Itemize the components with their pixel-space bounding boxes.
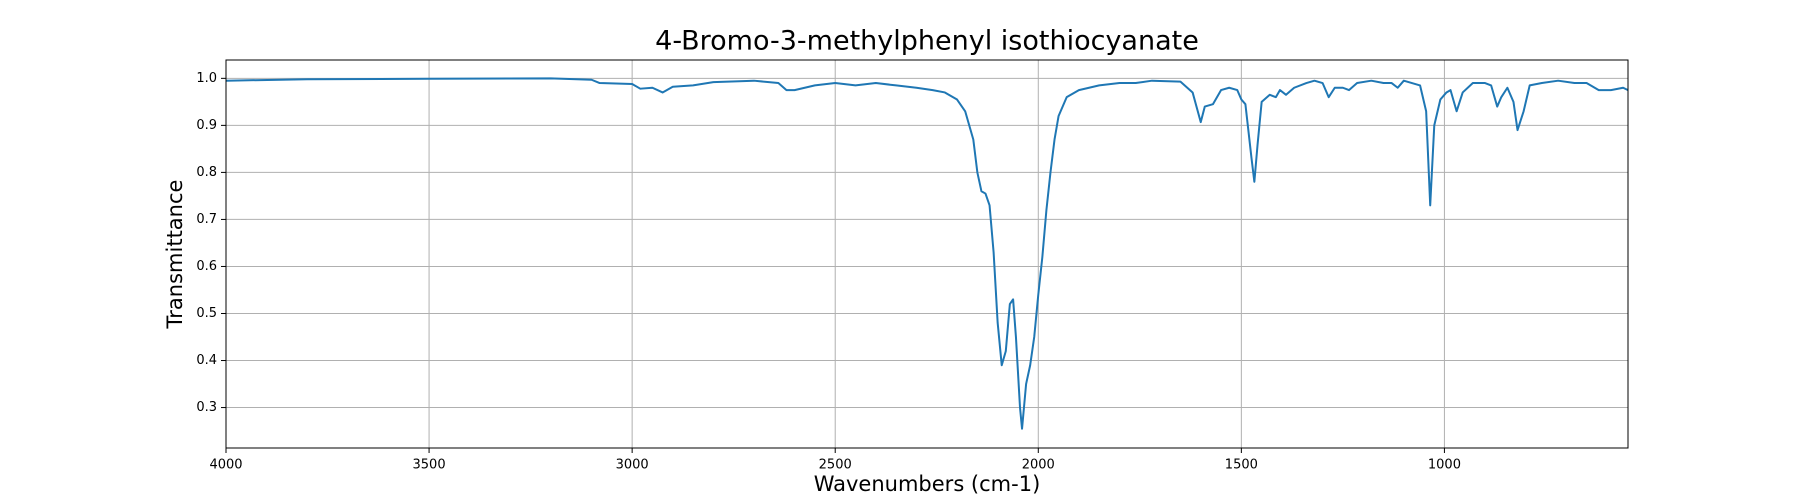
y-tick-label: 0.9	[196, 118, 217, 133]
x-tick-label: 4000	[209, 458, 242, 473]
y-tick-label: 0.8	[196, 165, 217, 180]
x-tick-label: 1000	[1428, 458, 1461, 473]
y-tick-label: 0.3	[196, 400, 217, 415]
x-tick-label: 2000	[1022, 458, 1055, 473]
y-tick-label: 0.6	[196, 259, 217, 274]
y-tick-label: 0.7	[196, 212, 217, 227]
y-tick-label: 0.4	[196, 353, 217, 368]
spectrum-line	[225, 77, 1629, 430]
chart-title: 4-Bromo-3-methylphenyl isothiocyanate	[655, 26, 1199, 57]
plot-frame	[225, 59, 1629, 449]
y-tick-label: 0.5	[196, 306, 217, 321]
x-tick-label: 2500	[819, 458, 852, 473]
y-axis-label: Transmittance	[163, 180, 187, 330]
x-axis-label: Wavenumbers (cm-1)	[814, 472, 1041, 496]
y-tick-label: 1.0	[196, 71, 217, 86]
x-tick-label: 3000	[616, 458, 649, 473]
x-tick-label: 3500	[413, 458, 446, 473]
x-tick-label: 1500	[1225, 458, 1258, 473]
